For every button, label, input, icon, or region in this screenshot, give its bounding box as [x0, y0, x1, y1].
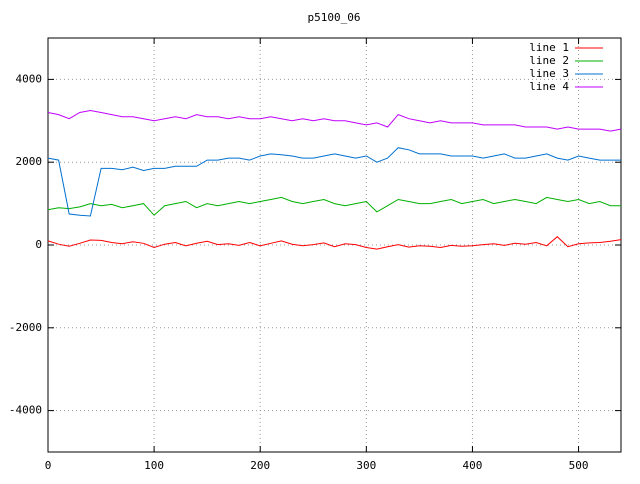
y-tick-label: 2000 [16, 155, 43, 168]
series-line [47, 109, 622, 132]
x-tick-label: 0 [45, 459, 52, 472]
legend-label: line 1 [529, 41, 569, 54]
legend-label: line 4 [529, 80, 569, 93]
x-tick-label: 300 [356, 459, 376, 472]
chart-title: p5100_06 [308, 11, 361, 24]
y-tick-label: -4000 [9, 404, 42, 417]
series-line [47, 236, 622, 250]
series-line [47, 147, 621, 217]
x-tick-label: 200 [250, 459, 270, 472]
x-tick-label: 400 [463, 459, 483, 472]
x-tick-label: 100 [144, 459, 164, 472]
legend-label: line 2 [529, 54, 569, 67]
legend-label: line 3 [529, 67, 569, 80]
plot-frame [47, 37, 622, 453]
y-tick-label: 4000 [16, 72, 43, 85]
y-tick-label: 0 [35, 238, 42, 251]
x-tick-label: 500 [569, 459, 589, 472]
series-line [47, 196, 621, 216]
y-tick-label: -2000 [9, 321, 42, 334]
